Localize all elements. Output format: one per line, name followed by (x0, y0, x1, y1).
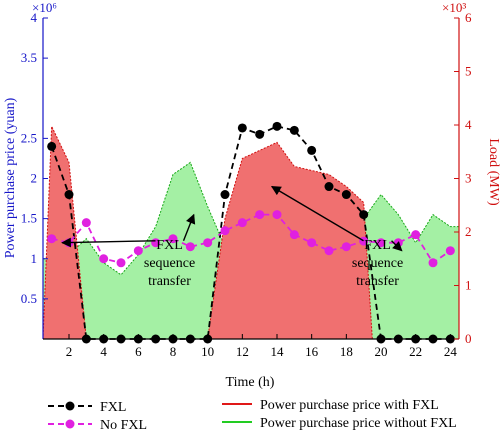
x-tick-label-7: 16 (305, 344, 319, 359)
annotation-0-arrow-1 (182, 213, 196, 242)
annotation-1-arrow-0 (270, 185, 364, 242)
left-axis-exponent: ×10⁶ (32, 0, 57, 15)
legend-marker-no-fxl (65, 419, 75, 429)
plot-areas (42, 126, 459, 340)
right-tick-label-6: 6 (465, 10, 472, 25)
series-0-point-1 (47, 141, 57, 151)
x-axis-title: Time (h) (226, 375, 275, 390)
annotation-1-line-0: FXL (364, 238, 390, 253)
series-1-point-17 (324, 246, 334, 256)
right-tick-label-0: 0 (465, 331, 472, 346)
right-tick-label-1: 1 (465, 278, 472, 293)
series-1-point-12 (237, 218, 247, 228)
legend-label-without-fxl: Power purchase price without FXL (260, 416, 457, 431)
series-1-point-11 (220, 226, 230, 236)
series-1-point-22 (411, 230, 421, 240)
annotation-0-line-2: transfer (148, 274, 191, 289)
right-axis-title: Load (MW) (486, 138, 500, 206)
annotations: FXL sequence transfer FXL sequence transfer (61, 185, 403, 289)
x-tick-label-1: 4 (100, 344, 107, 359)
x-tick-label-11: 24 (444, 344, 458, 359)
x-tick-label-9: 20 (375, 344, 388, 359)
series-1-point-16 (307, 238, 317, 248)
series-1-point-23 (428, 258, 438, 268)
x-tick-label-5: 12 (236, 344, 249, 359)
series-0-point-2 (64, 190, 74, 200)
series-1-point-5 (116, 258, 126, 268)
left-tick-label-0: 0.5 (21, 291, 37, 306)
series-1-point-8 (168, 234, 178, 244)
annotation-0-arrow-0 (61, 237, 156, 248)
series-0-point-17 (324, 182, 334, 192)
series-0-point-18 (341, 190, 351, 200)
right-axis-exponent: ×10³ (442, 0, 466, 15)
left-axis-title: Power purchase price (yuan) (3, 97, 18, 258)
series-0-point-14 (272, 121, 282, 131)
annotation-0-line-0: FXL (156, 238, 182, 253)
series-1-point-24 (445, 246, 455, 256)
series-1-point-3 (81, 218, 91, 228)
left-tick-label-6: 4 (31, 10, 38, 25)
series-1-point-13 (255, 210, 265, 220)
right-tick-label-4: 4 (465, 117, 472, 132)
series-1-point-14 (272, 210, 282, 220)
left-tick-label-2: 1.5 (21, 211, 37, 226)
left-tick-label-3: 2 (31, 171, 38, 186)
series-0-point-12 (237, 123, 247, 133)
annotation-1-line-2: transfer (356, 274, 399, 289)
x-tick-label-4: 10 (201, 344, 214, 359)
left-tick-label-4: 2.5 (21, 130, 37, 145)
area-fill-0 (43, 126, 459, 340)
x-tick-label-0: 2 (66, 344, 73, 359)
x-tick-label-3: 8 (170, 344, 177, 359)
series-0-point-11 (220, 190, 230, 200)
right-tick-label-5: 5 (465, 64, 472, 79)
series-line-0 (50, 125, 451, 340)
left-tick-label-5: 3.5 (21, 50, 37, 65)
x-tick-label-6: 14 (271, 344, 285, 359)
series-1-point-10 (203, 238, 213, 248)
x-tick-label-2: 6 (135, 344, 142, 359)
series-1-point-21 (393, 238, 403, 248)
series-1-point-9 (185, 242, 195, 252)
right-tick-label-2: 2 (465, 224, 472, 239)
left-tick-label-1: 1 (31, 251, 38, 266)
right-tick-label-3: 3 (465, 171, 472, 186)
annotation-0-line-1: sequence (144, 256, 195, 271)
series-1-point-20 (376, 238, 386, 248)
series-0-point-16 (307, 145, 317, 155)
annotation-1-line-1: sequence (352, 256, 403, 271)
series-0-point-15 (289, 125, 299, 135)
series-0-point-13 (255, 129, 265, 139)
legend: FXL No FXL Power purchase price with FXL… (48, 398, 457, 432)
legend-marker-fxl (65, 401, 75, 411)
legend-label-with-fxl: Power purchase price with FXL (260, 398, 439, 413)
x-tick-label-8: 18 (340, 344, 353, 359)
series-1-point-1 (47, 234, 57, 244)
series-1-point-4 (99, 254, 109, 264)
x-tick-label-10: 22 (409, 344, 422, 359)
legend-label-no-fxl: No FXL (100, 418, 147, 432)
series-1-point-15 (289, 230, 299, 240)
annotation-1-arrow-1 (391, 240, 403, 252)
series-0-point-19 (359, 210, 369, 220)
series-1-point-6 (133, 246, 143, 256)
legend-label-fxl: FXL (100, 400, 126, 415)
series-1-point-18 (341, 242, 351, 252)
